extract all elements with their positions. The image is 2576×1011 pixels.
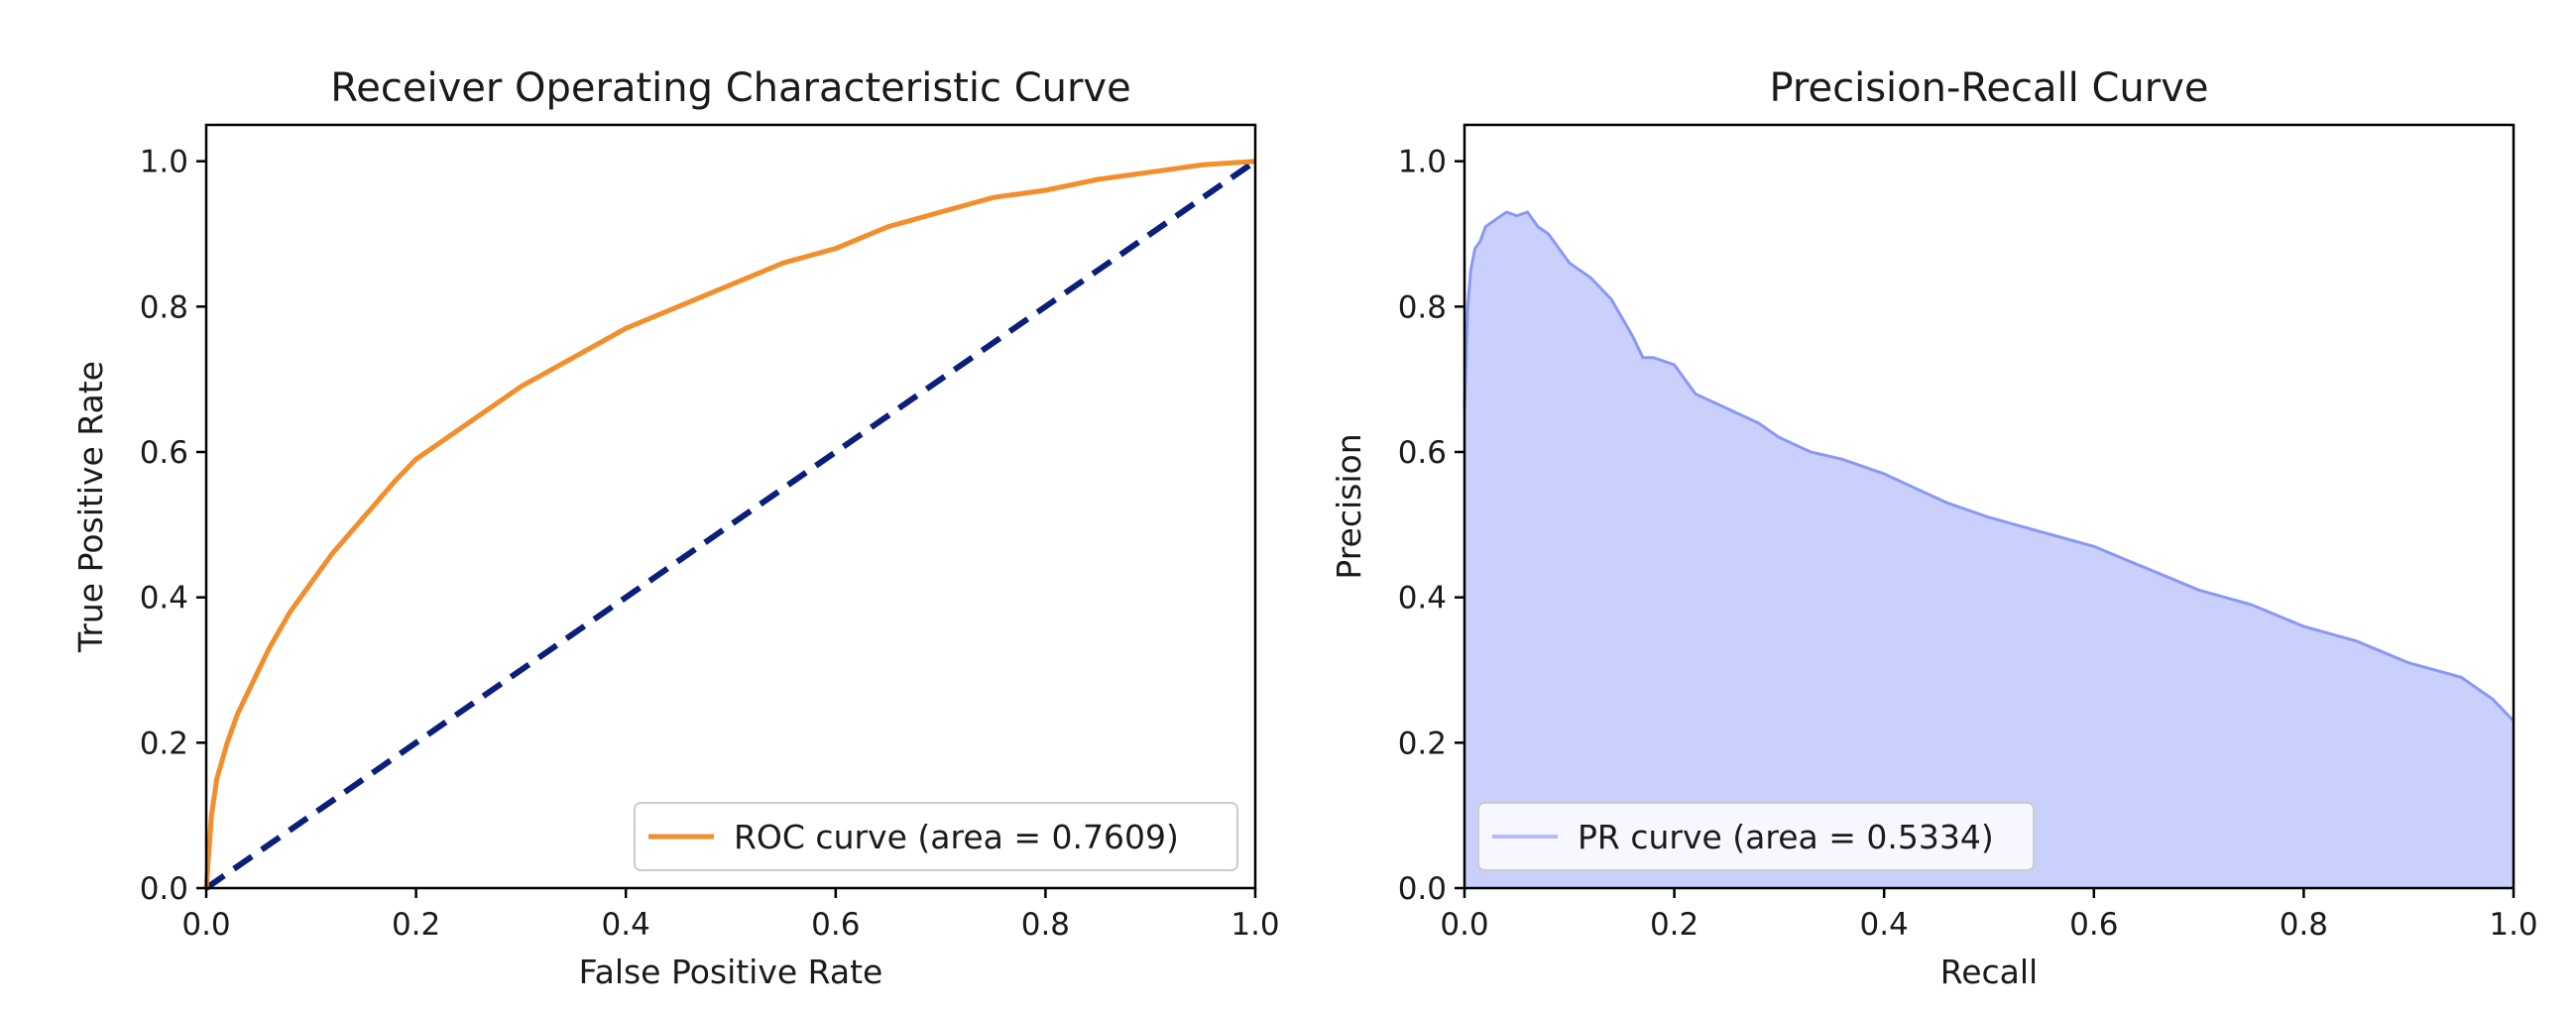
pr-x-axis-label: Recall <box>1940 953 2038 991</box>
roc-chart-title: Receiver Operating Characteristic Curve <box>330 65 1130 111</box>
x-tick-label: 0.6 <box>811 907 860 943</box>
roc-series-layer <box>203 159 1257 891</box>
pr-legend-box <box>1477 802 2035 871</box>
roc-y-ticks: 0.0 0.2 0.4 0.6 0.8 1.0 <box>140 145 206 907</box>
x-tick-label: 0.0 <box>181 907 230 943</box>
x-tick-label: 0.2 <box>392 907 440 943</box>
roc-plot-frame <box>204 123 1257 890</box>
x-tick-label: 0.8 <box>1021 907 1070 943</box>
y-tick-label: 0.8 <box>140 289 188 325</box>
x-tick-label: 0.4 <box>602 907 650 943</box>
pr-x-ticks: 0.0 0.2 0.4 0.6 0.8 1.0 <box>1440 888 2538 943</box>
x-tick-label: 1.0 <box>2489 907 2537 943</box>
pr-y-axis-label: Precision <box>1330 433 1368 579</box>
chance-diagonal-line <box>204 159 1257 891</box>
x-tick-label: 0.8 <box>2280 907 2328 943</box>
roc-legend-label: ROC curve (area = 0.7609) <box>734 818 1179 856</box>
y-tick-label: 0.6 <box>140 435 188 471</box>
roc-x-axis-label: False Positive Rate <box>579 953 883 991</box>
y-tick-label: 0.0 <box>1398 871 1447 907</box>
roc-y-axis-label: True Positive Rate <box>71 361 110 653</box>
pr-series-layer <box>1463 210 2516 888</box>
x-tick-label: 1.0 <box>1230 907 1279 943</box>
pr-chart: 0.0 0.2 0.4 0.6 0.8 1.0 0.0 0.2 0.4 0.6 0.8 1.0 Pr… <box>1330 65 2538 991</box>
roc-x-ticks: 0.0 0.2 0.4 0.6 0.8 1.0 <box>181 888 1280 943</box>
x-tick-label: 0.6 <box>2069 907 2118 943</box>
x-tick-label: 0.2 <box>1650 907 1698 943</box>
y-tick-label: 0.4 <box>1398 581 1447 617</box>
roc-curve-line <box>203 159 1256 889</box>
pr-y-ticks: 0.0 0.2 0.4 0.6 0.8 1.0 <box>1398 145 1464 907</box>
pr-chart-title: Precision-Recall Curve <box>1770 65 2209 111</box>
y-tick-label: 1.0 <box>140 145 188 180</box>
roc-legend: ROC curve (area = 0.7609) <box>634 802 1238 871</box>
pr-curve-line <box>1463 210 2516 723</box>
y-tick-label: 0.2 <box>140 726 188 761</box>
x-tick-label: 0.4 <box>1860 907 1909 943</box>
y-tick-label: 0.0 <box>140 871 188 907</box>
y-tick-label: 0.6 <box>1398 435 1447 471</box>
pr-plot-frame <box>1463 123 2516 890</box>
pr-legend: PR curve (area = 0.5334) <box>1477 802 2035 871</box>
y-tick-label: 0.2 <box>1398 726 1447 761</box>
pr-curve-area <box>1464 212 2514 888</box>
x-tick-label: 0.0 <box>1440 907 1488 943</box>
y-tick-label: 0.4 <box>140 581 188 617</box>
pr-legend-label: PR curve (area = 0.5334) <box>1578 818 1994 856</box>
roc-legend-box <box>634 802 1238 871</box>
y-tick-label: 1.0 <box>1398 145 1447 180</box>
y-tick-label: 0.8 <box>1398 289 1447 325</box>
